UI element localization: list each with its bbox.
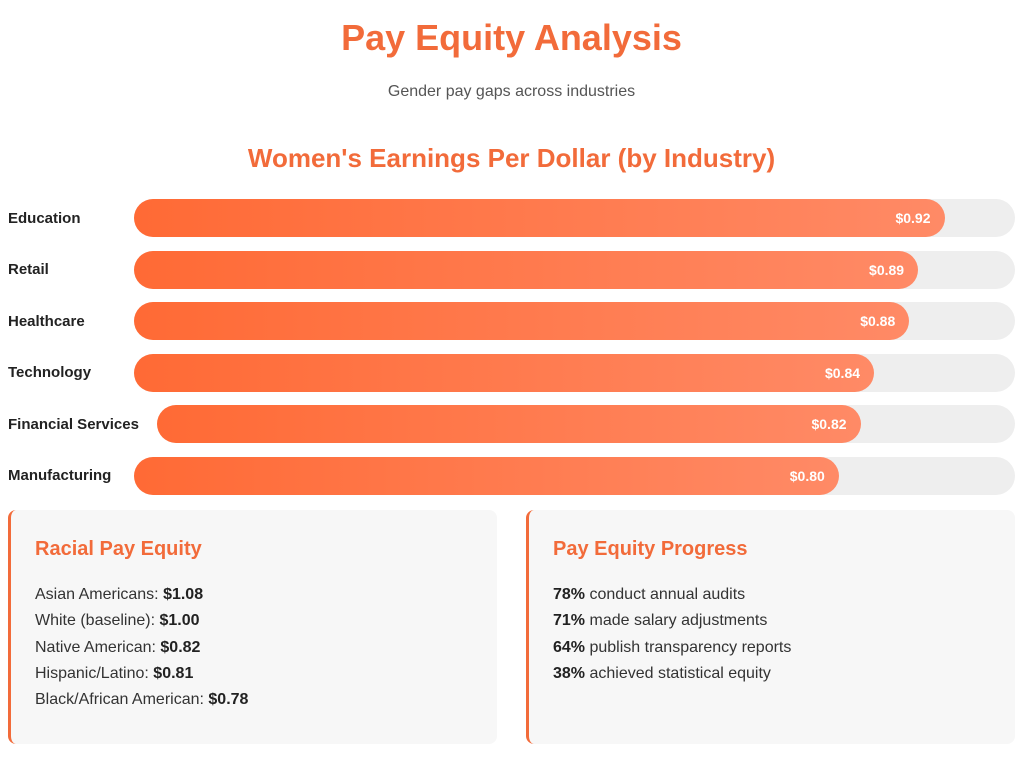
item-label: conduct annual audits: [589, 585, 746, 603]
value-label: $0.92: [895, 210, 931, 226]
bar-row: Education $0.92: [8, 199, 1015, 237]
card-item: Native American: $0.82: [35, 635, 473, 661]
bar: $0.80: [134, 456, 839, 495]
bar: $0.88: [134, 302, 910, 341]
bar-row: Technology $0.84: [8, 353, 1015, 392]
item-value: $1.08: [163, 585, 204, 603]
item-value: $0.82: [160, 638, 201, 656]
card-item: 78% conduct annual audits: [553, 582, 991, 608]
item-value: 38%: [553, 664, 586, 682]
card-title: Pay Equity Progress: [553, 537, 748, 560]
category-label: Technology: [8, 364, 92, 382]
category-label: Retail: [8, 261, 49, 279]
bar-row: Manufacturing $0.80: [8, 456, 1015, 495]
bar: $0.84: [134, 353, 875, 392]
value-label: $0.82: [811, 416, 847, 433]
item-label: made salary adjustments: [589, 612, 768, 630]
item-label: White (baseline):: [35, 612, 156, 630]
category-label: Education: [8, 209, 81, 227]
card-item: 71% made salary adjustments: [553, 608, 991, 634]
item-value: $1.00: [159, 612, 200, 630]
item-label: Hispanic/Latino:: [35, 664, 149, 682]
card-item: Black/African American: $0.78: [35, 687, 473, 713]
card-item: Asian Americans: $1.08: [35, 582, 473, 608]
value-label: $0.80: [789, 467, 825, 484]
item-value: $0.78: [208, 691, 249, 709]
category-label: Manufacturing: [8, 467, 112, 485]
chart-title: Women's Earnings Per Dollar (by Industry…: [247, 143, 776, 173]
item-label: publish transparency reports: [589, 638, 792, 656]
value-label: $0.88: [860, 313, 896, 330]
cards: Racial Pay Equity Asian Americans: $1.08 W…: [8, 509, 1015, 744]
bar-track: $0.88: [134, 302, 1015, 341]
bar-row: Financial Services $0.82: [8, 405, 1015, 444]
value-label: $0.84: [824, 364, 861, 381]
info-card: Pay Equity Progress 78% conduct annual au…: [526, 509, 1015, 744]
bar-track: $0.82: [156, 405, 1015, 444]
item-value: 71%: [553, 612, 586, 630]
bar-track: $0.84: [134, 353, 1015, 392]
item-value: 64%: [553, 638, 586, 656]
card-item: 38% achieved statistical equity: [553, 661, 991, 687]
bar-row: Retail $0.89: [8, 250, 1015, 289]
card-item: 64% publish transparency reports: [553, 635, 991, 661]
category-label: Healthcare: [8, 312, 85, 330]
item-value: 78%: [553, 585, 586, 603]
container: Pay Equity Analysis Gender pay gaps acro…: [8, 17, 1015, 744]
card-item: Hispanic/Latino: $0.81: [35, 661, 473, 687]
category-label: Financial Services: [8, 415, 139, 433]
item-label: Black/African American:: [35, 691, 204, 709]
bar: $0.89: [134, 250, 919, 289]
bar-track: $0.89: [134, 250, 1015, 289]
page-title: Pay Equity Analysis: [341, 17, 682, 58]
bar-row: Healthcare $0.88: [8, 302, 1015, 341]
bar: $0.82: [156, 405, 861, 444]
bar-track: $0.80: [134, 456, 1015, 495]
item-label: Native American:: [35, 638, 156, 656]
chart: Education $0.92 Retail $0.89 Healthcare $0.88…: [8, 199, 1015, 495]
card-item: White (baseline): $1.00: [35, 608, 473, 634]
page-subtitle: Gender pay gaps across industries: [387, 83, 636, 100]
bar: $0.92: [134, 199, 945, 237]
bar-track: $0.92: [134, 199, 1015, 237]
item-label: Asian Americans:: [35, 585, 159, 603]
info-card: Racial Pay Equity Asian Americans: $1.08 W…: [8, 509, 497, 744]
card-title: Racial Pay Equity: [35, 537, 202, 560]
value-label: $0.89: [869, 261, 905, 278]
item-value: $0.81: [153, 664, 194, 682]
item-label: achieved statistical equity: [589, 664, 771, 682]
